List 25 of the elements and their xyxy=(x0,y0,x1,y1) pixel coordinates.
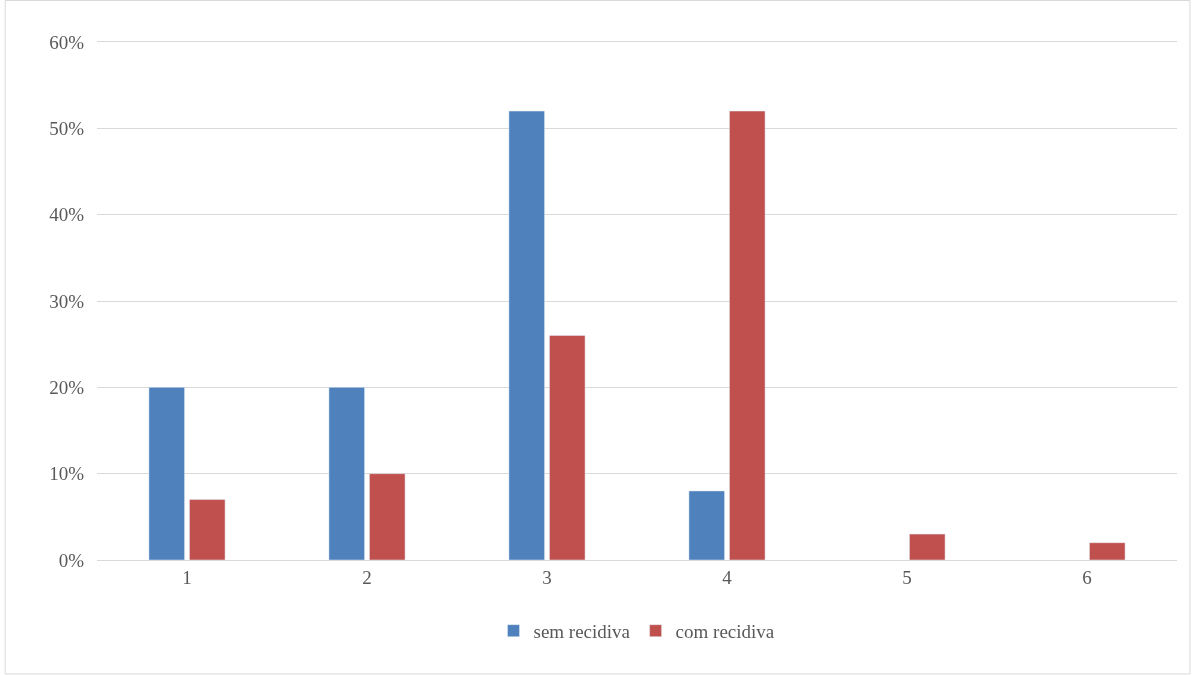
y-tick-label: 50% xyxy=(49,117,85,139)
y-tick-label: 40% xyxy=(49,204,85,226)
legend-label: sem recidiva xyxy=(533,621,631,643)
bar xyxy=(688,490,725,560)
y-tick-label: 10% xyxy=(49,463,85,485)
x-tick-label: 2 xyxy=(362,566,372,588)
x-tick-label: 6 xyxy=(1082,566,1092,588)
y-tick-label: 20% xyxy=(49,376,85,398)
bar xyxy=(328,387,365,560)
x-tick-label: 5 xyxy=(902,566,912,588)
bar xyxy=(369,473,406,560)
legend-label: com recidiva xyxy=(675,621,775,643)
x-tick-label: 4 xyxy=(722,566,733,588)
y-tick-label: 30% xyxy=(49,290,85,312)
bar xyxy=(508,110,545,560)
y-tick-label: 0% xyxy=(58,549,85,571)
bar xyxy=(148,387,185,560)
bar xyxy=(1089,542,1126,560)
y-tick-label: 60% xyxy=(49,31,85,53)
bar xyxy=(729,110,766,560)
bar xyxy=(549,335,586,560)
bar xyxy=(189,499,226,560)
x-tick-label: 3 xyxy=(542,566,552,588)
x-tick-label: 1 xyxy=(182,566,192,588)
bar xyxy=(909,533,946,560)
